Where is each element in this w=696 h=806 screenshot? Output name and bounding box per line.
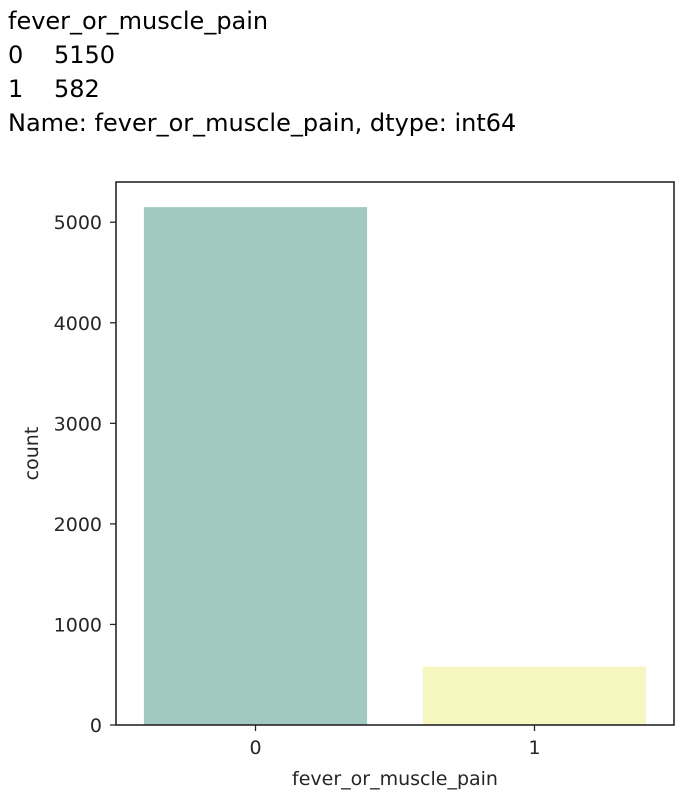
y-tick-label: 2000 — [54, 514, 102, 536]
x-tick-label: 0 — [249, 737, 261, 759]
y-tick-label: 1000 — [54, 614, 102, 636]
x-tick-label: 1 — [528, 737, 540, 759]
y-tick-label: 5000 — [54, 212, 102, 234]
x-axis-label: fever_or_muscle_pain — [292, 768, 498, 790]
value-counts-output: fever_or_muscle_pain 0 5150 1 582 Name: fe… — [8, 4, 516, 140]
series-header: fever_or_muscle_pain — [8, 7, 269, 35]
y-axis-ticks: 0 1000 2000 3000 4000 5000 — [54, 212, 116, 737]
y-tick-label: 3000 — [54, 413, 102, 435]
series-row-index: 1 — [8, 75, 24, 103]
series-row: 0 5150 — [8, 38, 516, 72]
y-tick-label: 0 — [90, 715, 102, 737]
y-tick-label: 4000 — [54, 313, 102, 335]
bars-group — [143, 207, 647, 725]
plot-frame — [115, 181, 675, 726]
series-footer: Name: fever_or_muscle_pain, dtype: int64 — [8, 109, 517, 137]
bar-1 — [422, 666, 647, 725]
series-row-value: 5150 — [54, 41, 116, 69]
series-row-value: 582 — [54, 75, 100, 103]
series-row: 1 582 — [8, 72, 516, 106]
bar-0 — [143, 207, 368, 725]
y-axis-label: count — [21, 427, 43, 481]
series-row-index: 0 — [8, 41, 24, 69]
